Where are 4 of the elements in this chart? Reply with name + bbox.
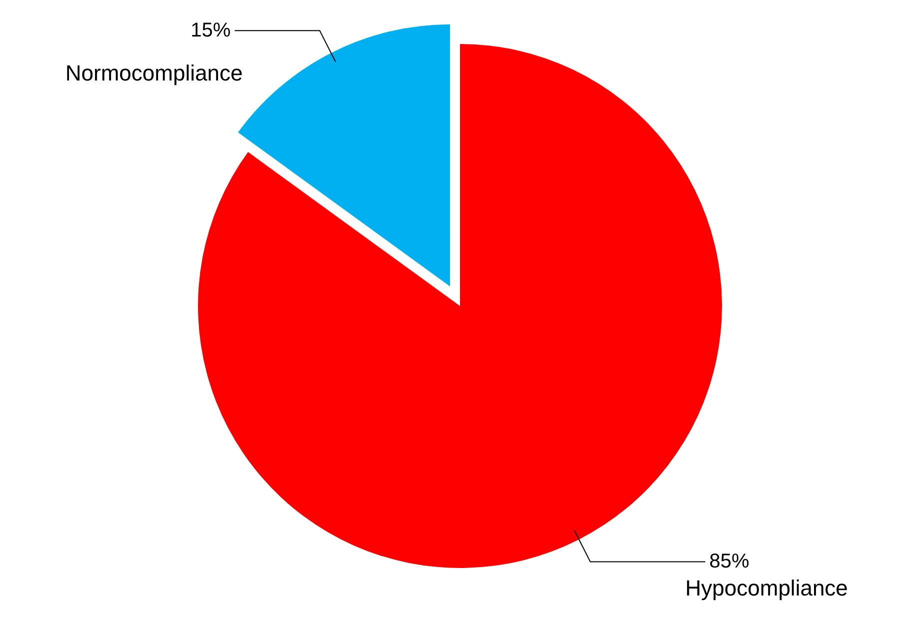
slice-label: Hypocompliance	[685, 576, 848, 601]
data-label: 15%	[190, 20, 231, 42]
slice-label: Normocompliance	[65, 60, 243, 86]
data-label: 85%	[709, 550, 750, 573]
